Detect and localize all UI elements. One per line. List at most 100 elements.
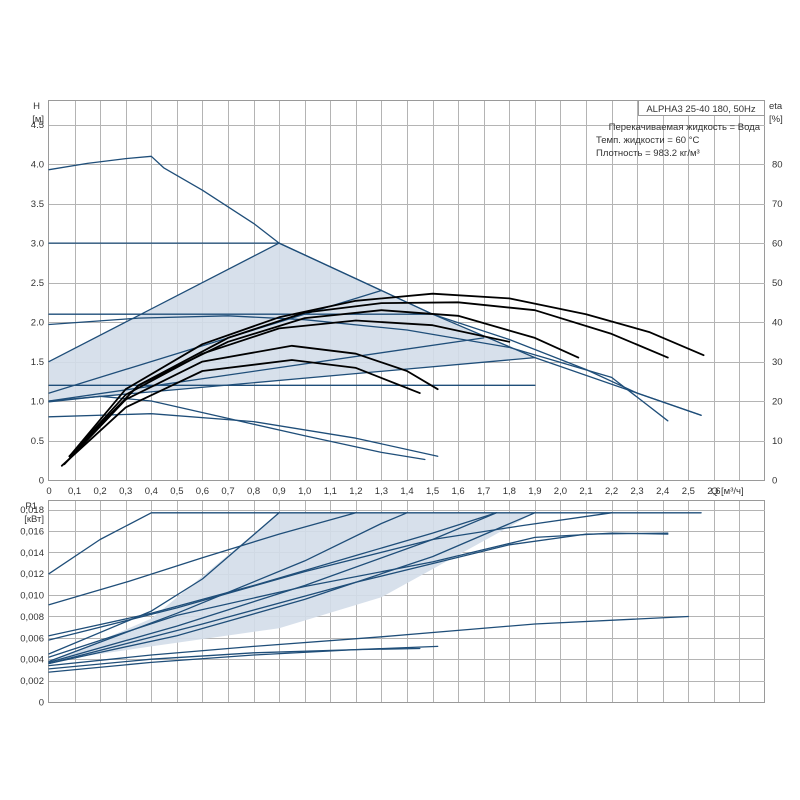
- info-line-temperature: Темп. жидкости = 60 °C: [596, 135, 699, 146]
- head-curve: [48, 155, 702, 416]
- power-tick-label: 0,012: [20, 569, 44, 580]
- head-tick-label: 4.0: [31, 160, 44, 171]
- head-curve: [48, 395, 426, 461]
- flow-tick-label: 0: [46, 486, 51, 497]
- flow-tick-label: 0,7: [221, 486, 234, 497]
- power-curve: [48, 512, 498, 664]
- power-axis-unit: [кВт]: [24, 514, 44, 525]
- head-tick-label: 0: [39, 476, 44, 487]
- power-tick-label: 0,014: [20, 548, 44, 559]
- head-tick-label: 2.0: [31, 318, 44, 329]
- flow-tick-label: 1,8: [503, 486, 516, 497]
- flow-tick-label: 2,3: [630, 486, 643, 497]
- head-curve: [48, 315, 669, 422]
- efficiency-curve: [68, 309, 580, 458]
- head-tick-label: 2.5: [31, 278, 44, 289]
- flow-tick-label: 1,0: [298, 486, 311, 497]
- power-curve: [48, 512, 702, 575]
- eta-tick-label: 50: [772, 278, 783, 289]
- head-curve: [48, 337, 485, 402]
- power-curve: [48, 512, 613, 641]
- head-chart-frame: [48, 100, 765, 481]
- efficiency-curve: [68, 292, 705, 458]
- flow-tick-label: 2,2: [605, 486, 618, 497]
- flow-tick-label: 1,2: [349, 486, 362, 497]
- power-curves: [48, 512, 702, 673]
- info-line-fluid: Перекачиваемая жидкость = Вода: [609, 122, 761, 133]
- flow-tick-label: 1,7: [477, 486, 490, 497]
- head-tick-label: 1.5: [31, 357, 44, 368]
- flow-tick-label: 0,9: [272, 486, 285, 497]
- flow-tick-label: 1,5: [426, 486, 439, 497]
- head-axis-label: H: [33, 101, 40, 112]
- eta-tick-label: 80: [772, 160, 783, 171]
- power-curve: [48, 647, 421, 670]
- power-tick-label: 0,002: [20, 676, 44, 687]
- chart-title: ALPHA3 25-40 180, 50Hz: [646, 104, 756, 115]
- head-tick-label: 1.0: [31, 397, 44, 408]
- eta-tick-label: 60: [772, 239, 783, 250]
- flow-tick-label: 1,9: [528, 486, 541, 497]
- head-tick-label: 0.5: [31, 436, 44, 447]
- efficiency-curve: [60, 359, 421, 467]
- power-tick-label: 0,008: [20, 612, 44, 623]
- power-tick-label: 0,018: [20, 505, 44, 516]
- eta-axis-unit: [%]: [769, 114, 783, 125]
- flow-tick-label: 0,4: [145, 486, 158, 497]
- power-tick-label: 0: [39, 698, 44, 709]
- flow-axis-label: Q [м³/ч]: [711, 486, 744, 497]
- eta-tick-label: 30: [772, 357, 783, 368]
- flow-axis-ticks: 0 0,1 0,2 0,3 0,4 0,5 0,6 0,7 0,8 0,9 1,0 1,1 1,2 1,3…: [46, 486, 720, 497]
- eta-tick-label: 10: [772, 436, 783, 447]
- power-curve: [48, 615, 689, 667]
- eta-axis-ticks: 0 10 20 30 40 50 60 70 80: [772, 160, 783, 487]
- eta-tick-label: 40: [772, 318, 783, 329]
- power-range-area: [49, 512, 535, 663]
- flow-tick-label: 2,0: [554, 486, 567, 497]
- power-curve: [48, 532, 669, 658]
- power-curve: [48, 512, 357, 606]
- flow-tick-label: 0,1: [68, 486, 81, 497]
- efficiency-curve: [63, 344, 439, 466]
- head-tick-label: 3.5: [31, 199, 44, 210]
- head-axis-unit: [м]: [32, 114, 44, 125]
- info-line-density: Плотность = 983.2 кг/м³: [596, 148, 700, 159]
- head-tick-label: 4.5: [31, 120, 44, 131]
- eta-tick-label: 0: [772, 476, 777, 487]
- flow-tick-label: 1,4: [400, 486, 413, 497]
- info-box: ALPHA3 25-40 180, 50Hz Перекачиваемая жи…: [596, 100, 765, 159]
- flow-tick-label: 0,8: [247, 486, 260, 497]
- head-curve: [48, 242, 280, 363]
- power-curve: [48, 512, 536, 665]
- power-axis-label: P1: [25, 501, 37, 512]
- head-curves: [48, 155, 705, 467]
- head-chart-panel: 0 0.5 1.0 1.5 2.0 2.5 3.0 3.5 4.0 4.5 0 10 20 30 40 50…: [31, 100, 783, 497]
- head-tick-label: 3.0: [31, 239, 44, 250]
- power-curve: [48, 512, 498, 637]
- power-tick-label: 0,010: [20, 591, 44, 602]
- flow-tick-label: 2,1: [579, 486, 592, 497]
- power-tick-label: 0,016: [20, 526, 44, 537]
- flow-tick-label: 0,2: [93, 486, 106, 497]
- flow-tick-label: 0,5: [170, 486, 183, 497]
- eta-axis-label: eta: [769, 101, 783, 112]
- flow-tick-label: 2,4: [656, 486, 669, 497]
- flow-tick-label: 2,5: [682, 486, 695, 497]
- head-curve: [534, 356, 702, 416]
- eta-tick-label: 20: [772, 397, 783, 408]
- efficiency-curve: [68, 319, 511, 458]
- head-axis-ticks: 0 0.5 1.0 1.5 2.0 2.5 3.0 3.5 4.0 4.5: [31, 120, 44, 486]
- flow-tick-label: 1,6: [451, 486, 464, 497]
- power-axis-ticks: 0 0,002 0,004 0,006 0,008 0,010 0,012 0,014 0,01…: [20, 505, 44, 708]
- flow-tick-label: 1,1: [324, 486, 337, 497]
- power-chart-panel: 0 0,002 0,004 0,006 0,008 0,010 0,012 0,014 0,01…: [20, 500, 765, 709]
- power-curve: [48, 512, 280, 655]
- efficiency-curve: [68, 301, 669, 458]
- flow-tick-label: 0,6: [196, 486, 209, 497]
- power-tick-label: 0,006: [20, 633, 44, 644]
- eta-tick-label: 70: [772, 199, 783, 210]
- power-range-fill: [49, 512, 535, 663]
- power-tick-label: 0,004: [20, 655, 44, 666]
- flow-tick-label: 2,6: [707, 486, 720, 497]
